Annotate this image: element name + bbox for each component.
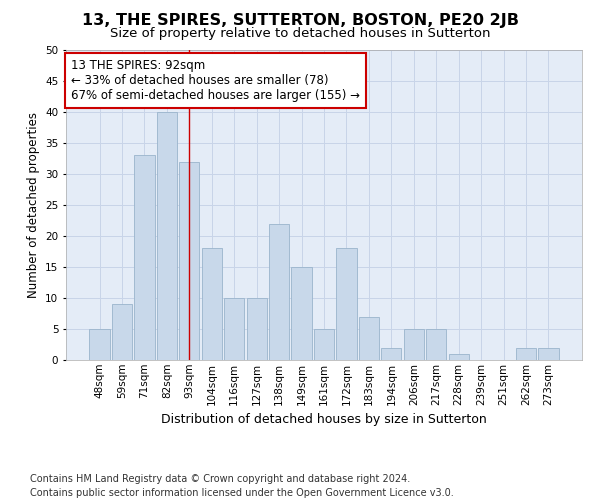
- Bar: [404, 329, 424, 360]
- Bar: [359, 316, 379, 360]
- Bar: [89, 329, 110, 360]
- Text: 13, THE SPIRES, SUTTERTON, BOSTON, PE20 2JB: 13, THE SPIRES, SUTTERTON, BOSTON, PE20 …: [82, 12, 518, 28]
- Y-axis label: Number of detached properties: Number of detached properties: [26, 112, 40, 298]
- Bar: [381, 348, 401, 360]
- Bar: [112, 304, 132, 360]
- Bar: [516, 348, 536, 360]
- Bar: [134, 156, 155, 360]
- Bar: [538, 348, 559, 360]
- Bar: [247, 298, 267, 360]
- Bar: [314, 329, 334, 360]
- Bar: [224, 298, 244, 360]
- Bar: [292, 267, 311, 360]
- Bar: [269, 224, 289, 360]
- Bar: [157, 112, 177, 360]
- Bar: [179, 162, 199, 360]
- Text: Contains HM Land Registry data © Crown copyright and database right 2024.
Contai: Contains HM Land Registry data © Crown c…: [30, 474, 454, 498]
- X-axis label: Distribution of detached houses by size in Sutterton: Distribution of detached houses by size …: [161, 413, 487, 426]
- Text: Size of property relative to detached houses in Sutterton: Size of property relative to detached ho…: [110, 28, 490, 40]
- Bar: [426, 329, 446, 360]
- Bar: [337, 248, 356, 360]
- Bar: [202, 248, 222, 360]
- Bar: [449, 354, 469, 360]
- Text: 13 THE SPIRES: 92sqm
← 33% of detached houses are smaller (78)
67% of semi-detac: 13 THE SPIRES: 92sqm ← 33% of detached h…: [71, 60, 360, 102]
